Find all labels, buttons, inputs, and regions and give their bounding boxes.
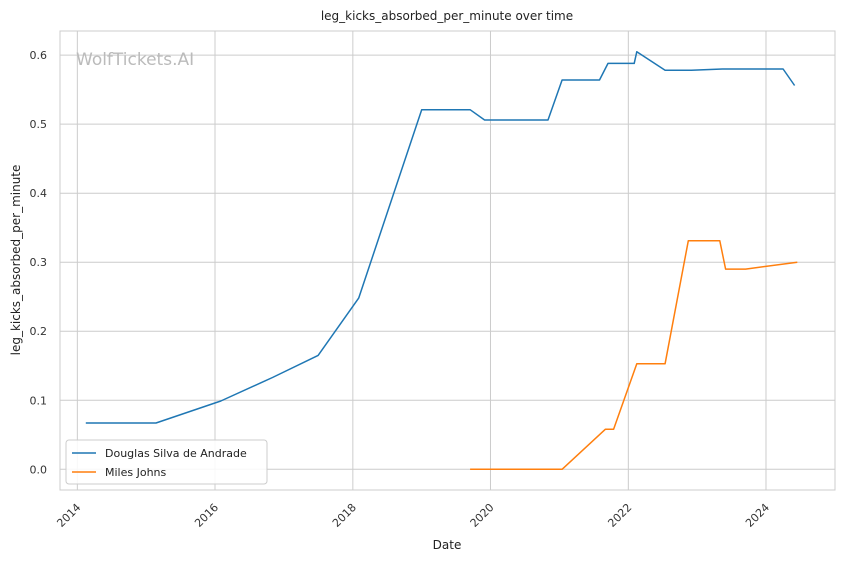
legend: Douglas Silva de Andrade Miles Johns [65,439,268,485]
x-tick-labels: 2014 2016 2018 2020 2022 2024 [54,501,772,530]
series-line-douglas-silva-de-andrade [85,50,796,424]
x-tick-label: 2024 [743,501,772,530]
grid [60,31,835,490]
y-tick-label: 0.1 [30,394,48,407]
legend-box [65,439,268,485]
y-tick-label: 0.3 [30,256,48,269]
watermark: WolfTickets.AI [76,50,194,70]
y-tick-label: 0.5 [30,118,48,131]
x-tick-label: 2018 [330,501,359,530]
x-tick-label: 2022 [605,501,634,530]
x-axis-label: Date [433,538,462,552]
x-tick-label: 2014 [54,501,83,530]
y-tick-label: 0.6 [30,49,48,62]
y-tick-label: 0.4 [30,187,48,200]
series-line-miles-johns [470,240,798,471]
series-layer [85,50,798,471]
x-tick-label: 2020 [468,501,497,530]
x-tick-label: 2016 [192,501,221,530]
plot-frame [59,30,836,491]
y-tick-labels: 0.0 0.1 0.2 0.3 0.4 0.5 0.6 [30,49,48,476]
legend-label-douglas-silva-de-andrade: Douglas Silva de Andrade [105,447,247,460]
y-tick-label: 0.2 [30,325,48,338]
legend-label-miles-johns: Miles Johns [105,466,167,479]
y-tick-label: 0.0 [30,463,48,476]
chart-title: leg_kicks_absorbed_per_minute over time [321,9,573,23]
y-axis-label: leg_kicks_absorbed_per_minute [9,165,23,356]
